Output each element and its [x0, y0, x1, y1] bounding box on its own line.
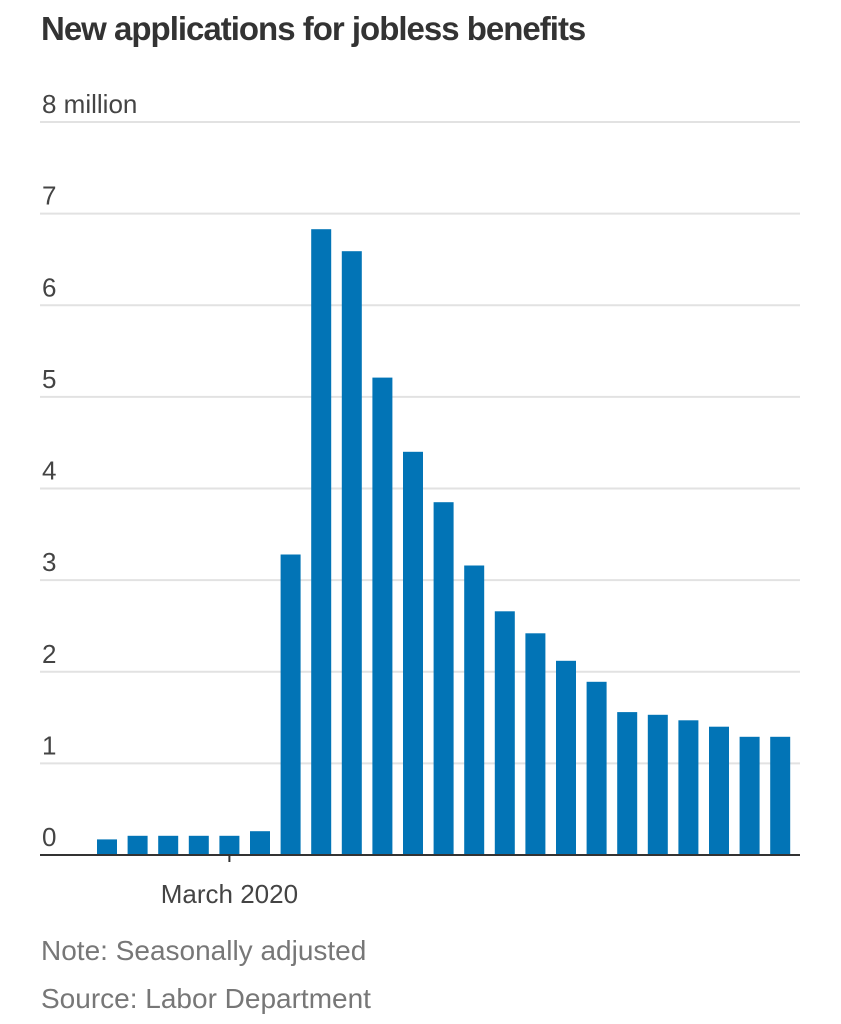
bar: [280, 554, 301, 855]
chart-source: Source: Labor Department: [41, 983, 371, 1014]
bar: [678, 720, 699, 855]
y-tick-label: 0: [42, 822, 56, 852]
bar: [219, 835, 240, 855]
y-tick-label: 5: [42, 364, 56, 394]
y-tick-label: 8 million: [42, 89, 137, 119]
y-tick-label: 2: [42, 639, 56, 669]
bar: [556, 660, 576, 855]
bar: [97, 839, 117, 855]
bar: [341, 251, 362, 855]
y-tick-label: 1: [42, 730, 56, 760]
bar: [250, 831, 270, 855]
bar: [464, 565, 485, 855]
y-tick-label: 4: [42, 456, 56, 486]
bar: [770, 736, 791, 855]
x-axis: March 2020: [40, 854, 800, 909]
bar: [739, 736, 760, 855]
bar: [586, 681, 607, 855]
chart-note: Note: Seasonally adjusted: [41, 935, 367, 966]
bar: [311, 229, 332, 855]
bar: [372, 377, 393, 855]
bars: [97, 229, 791, 855]
bar: [158, 835, 179, 855]
bar: [127, 835, 148, 855]
y-tick-label: 6: [42, 272, 56, 302]
bar: [494, 611, 515, 855]
bar: [188, 835, 209, 855]
x-tick-label: March 2020: [161, 879, 298, 909]
bar: [617, 712, 638, 855]
bar: [709, 726, 729, 855]
bar: [403, 451, 423, 855]
y-tick-label: 3: [42, 547, 56, 577]
y-tick-label: 7: [42, 181, 56, 211]
bar: [433, 502, 454, 855]
bar: [525, 633, 546, 855]
bar: [647, 714, 668, 855]
chart-title: New applications for jobless benefits: [41, 10, 586, 47]
